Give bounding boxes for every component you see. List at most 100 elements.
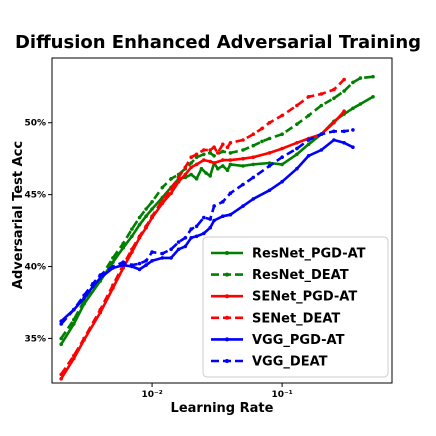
- legend-item: VGG_DEAT: [211, 355, 328, 370]
- data-point: [371, 95, 375, 99]
- data-point: [280, 155, 284, 159]
- legend-label: SENet_PGD-AT: [252, 290, 357, 305]
- legend-marker: [225, 315, 229, 320]
- data-point: [189, 165, 193, 170]
- data-point: [306, 95, 311, 99]
- data-point: [228, 158, 233, 162]
- data-point: [212, 154, 216, 158]
- data-point: [144, 259, 148, 263]
- data-point: [176, 240, 181, 244]
- data-point: [202, 158, 206, 162]
- data-point: [319, 103, 324, 108]
- data-point: [251, 155, 256, 159]
- series-resnet-deat: [59, 74, 375, 341]
- data-point: [332, 87, 336, 92]
- data-point: [228, 141, 233, 145]
- data-point: [280, 113, 284, 118]
- data-point: [169, 247, 173, 252]
- data-point: [121, 260, 125, 265]
- data-point: [160, 195, 165, 200]
- legend-label: ResNet_PGD-AT: [252, 247, 366, 262]
- data-point: [130, 234, 134, 239]
- legend-marker: [225, 272, 229, 277]
- data-point: [82, 336, 86, 341]
- data-point: [241, 204, 245, 208]
- data-point: [212, 161, 216, 165]
- data-point: [204, 171, 208, 175]
- data-point: [295, 146, 299, 151]
- legend-item: ResNet_PGD-AT: [211, 247, 366, 262]
- data-point: [130, 247, 134, 252]
- data-point: [280, 162, 284, 167]
- data-point: [351, 106, 355, 111]
- data-point: [189, 227, 193, 231]
- series-line-senet-pgd-at: [60, 110, 346, 380]
- data-point: [202, 152, 206, 157]
- data-point: [176, 247, 181, 252]
- x-tick-label: 10⁻¹: [271, 390, 292, 400]
- data-point: [59, 322, 63, 326]
- x-axis-label: Learning Rate: [171, 401, 274, 416]
- data-point: [251, 132, 256, 136]
- data-point: [150, 250, 154, 254]
- data-point: [121, 241, 125, 246]
- series-line-resnet-deat: [60, 75, 374, 340]
- data-point: [91, 282, 95, 286]
- data-point: [251, 162, 256, 167]
- data-point: [137, 234, 142, 239]
- data-point: [130, 250, 134, 254]
- plot-area-frame: [51, 57, 393, 384]
- data-point: [306, 142, 311, 147]
- data-point: [241, 148, 245, 152]
- data-point: [295, 166, 299, 171]
- data-point: [208, 225, 212, 230]
- data-point: [216, 151, 220, 155]
- y-axis-label: Adversarial Test Acc: [11, 141, 26, 289]
- data-point: [189, 155, 193, 159]
- data-point: [150, 259, 154, 263]
- legend-label: VGG_PGD-AT: [252, 333, 345, 348]
- data-point: [319, 148, 324, 152]
- data-point: [267, 164, 272, 168]
- data-point: [319, 132, 324, 136]
- data-point: [267, 120, 272, 125]
- data-point: [169, 256, 173, 260]
- data-point: [342, 77, 346, 82]
- data-point: [212, 204, 216, 208]
- data-point: [251, 143, 256, 148]
- data-point: [228, 162, 233, 167]
- data-point: [251, 175, 256, 180]
- legend-item: VGG_PGD-AT: [211, 333, 345, 348]
- data-point: [225, 145, 230, 149]
- data-point: [267, 188, 272, 193]
- data-point: [183, 165, 188, 170]
- data-point: [208, 217, 212, 221]
- data-point: [208, 159, 212, 164]
- data-point: [144, 207, 148, 211]
- data-point: [144, 224, 148, 229]
- data-point: [59, 342, 63, 347]
- data-point: [82, 296, 86, 301]
- data-point: [260, 126, 264, 131]
- data-point: [150, 200, 154, 204]
- data-point: [306, 113, 311, 118]
- data-point: [160, 256, 165, 260]
- data-point: [306, 138, 311, 142]
- data-point: [144, 263, 148, 267]
- data-point: [137, 223, 142, 227]
- data-point: [72, 353, 76, 358]
- data-point: [194, 162, 199, 167]
- data-point: [189, 161, 193, 165]
- legend: ResNet_PGD-AT ResNet_DEAT SENet_PGD-AT SENe…: [202, 236, 389, 378]
- data-point: [295, 141, 299, 145]
- legend-label: ResNet_DEAT: [252, 268, 349, 283]
- data-point: [342, 89, 346, 93]
- chart-title: Diffusion Enhanced Adversarial Training: [15, 32, 421, 53]
- data-point: [332, 129, 336, 134]
- data-point: [160, 198, 165, 203]
- data-point: [221, 214, 225, 218]
- data-point: [189, 236, 193, 240]
- data-point: [295, 152, 299, 157]
- data-point: [98, 307, 103, 312]
